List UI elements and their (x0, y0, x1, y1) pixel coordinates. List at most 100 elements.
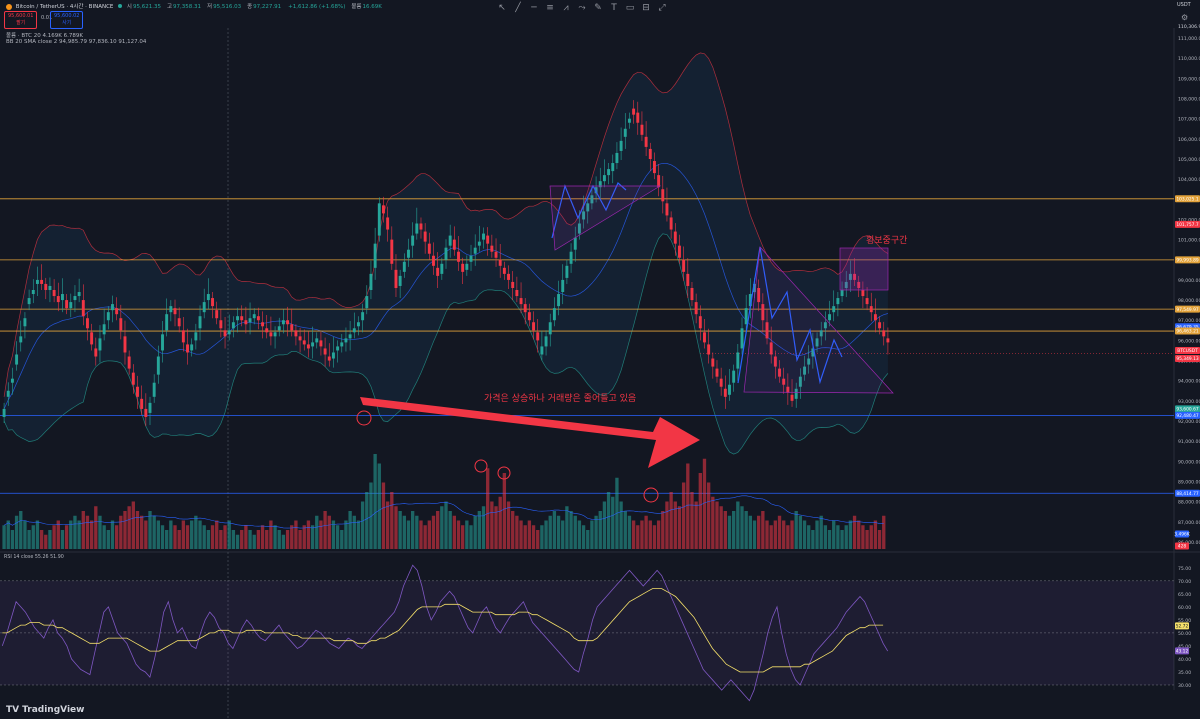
volume-bar[interactable] (548, 515, 552, 549)
volume-bar[interactable] (106, 530, 110, 549)
candle-body[interactable] (857, 281, 861, 288)
volume-bar[interactable] (748, 515, 753, 549)
volume-bar[interactable] (277, 530, 281, 549)
volume-bar[interactable] (402, 515, 406, 549)
candle-body[interactable] (682, 259, 686, 272)
candle-body[interactable] (402, 261, 406, 272)
volume-bar[interactable] (857, 520, 861, 550)
volume-bar[interactable] (344, 520, 348, 550)
volume-bar[interactable] (114, 525, 119, 549)
candle-body[interactable] (736, 352, 740, 369)
volume-bar[interactable] (260, 525, 265, 549)
candle-body[interactable] (782, 378, 786, 385)
candle-body[interactable] (365, 296, 369, 309)
volume-bar[interactable] (648, 520, 652, 550)
volume-bar[interactable] (435, 511, 440, 549)
price-axis-bg[interactable] (1174, 28, 1200, 552)
volume-bar[interactable] (765, 520, 769, 550)
candle-body[interactable] (815, 338, 819, 347)
candle-body[interactable] (769, 342, 773, 355)
volume-bar[interactable] (335, 525, 340, 549)
candle-body[interactable] (865, 298, 869, 305)
volume-bar[interactable] (502, 473, 507, 549)
volume-bar[interactable] (773, 520, 778, 550)
volume-bar[interactable] (752, 520, 757, 550)
candle-body[interactable] (586, 203, 590, 212)
candle-body[interactable] (661, 189, 665, 202)
volume-bar[interactable] (27, 530, 31, 549)
volume-bar[interactable] (256, 530, 261, 549)
volume-bar[interactable] (744, 511, 748, 549)
candle-body[interactable] (348, 334, 352, 339)
candle-body[interactable] (119, 318, 123, 331)
candle-body[interactable] (23, 318, 27, 327)
candle-body[interactable] (848, 273, 852, 280)
candle-body[interactable] (273, 332, 277, 337)
volume-bar[interactable] (423, 525, 427, 549)
candle-body[interactable] (744, 308, 748, 325)
volume-bar[interactable] (611, 496, 615, 549)
volume-bar[interactable] (35, 520, 40, 550)
candle-body[interactable] (773, 356, 777, 367)
candle-body[interactable] (486, 235, 490, 244)
volume-bar[interactable] (882, 515, 886, 549)
candle-body[interactable] (886, 338, 890, 343)
price-tag-bg[interactable] (1175, 305, 1200, 313)
volume-bar[interactable] (869, 525, 873, 549)
candle-body[interactable] (723, 388, 727, 397)
candle-body[interactable] (377, 203, 381, 236)
volume-bar[interactable] (677, 506, 682, 549)
candle-body[interactable] (690, 287, 694, 301)
candle-body[interactable] (740, 328, 744, 349)
volume-bar[interactable] (89, 520, 94, 550)
candle-body[interactable] (202, 302, 206, 313)
candle-body[interactable] (494, 251, 498, 258)
candle-body[interactable] (265, 328, 269, 333)
volume-bar[interactable] (832, 520, 836, 550)
volume-bar[interactable] (390, 492, 394, 549)
volume-bar[interactable] (698, 473, 702, 549)
candle-body[interactable] (765, 322, 769, 339)
volume-bar[interactable] (269, 520, 273, 550)
candle-body[interactable] (536, 332, 540, 341)
candle-body[interactable] (294, 330, 298, 337)
volume-highlight-circle[interactable] (356, 410, 372, 426)
volume-bar[interactable] (644, 515, 648, 549)
volume-bar[interactable] (427, 520, 431, 550)
volume-bar[interactable] (848, 520, 853, 550)
candle-body[interactable] (507, 273, 510, 280)
volume-bar[interactable] (511, 511, 515, 549)
volume-bar[interactable] (606, 492, 611, 549)
candle-body[interactable] (457, 251, 460, 262)
candle-body[interactable] (448, 235, 452, 246)
volume-bar[interactable] (494, 506, 498, 549)
candle-body[interactable] (869, 306, 873, 313)
candle-body[interactable] (698, 316, 702, 329)
trend-line-icon[interactable]: ╱ (515, 3, 521, 13)
volume-bar[interactable] (110, 520, 115, 550)
candle-body[interactable] (844, 281, 848, 288)
volume-bar[interactable] (173, 525, 177, 549)
volume-bar[interactable] (790, 520, 794, 550)
volume-bar[interactable] (656, 520, 661, 550)
candle-body[interactable] (432, 255, 435, 266)
candle-body[interactable] (573, 237, 577, 250)
candle-body[interactable] (15, 354, 19, 365)
volume-bar[interactable] (352, 515, 356, 549)
volume-bar[interactable] (565, 506, 569, 549)
candle-body[interactable] (719, 378, 723, 387)
currency-label[interactable]: USDT (1177, 2, 1191, 8)
volume-bar[interactable] (490, 501, 494, 550)
volume-bar[interactable] (769, 525, 773, 549)
candle-body[interactable] (436, 267, 440, 276)
candle-body[interactable] (482, 233, 485, 240)
volume-bar[interactable] (69, 520, 73, 550)
price-tag-bg[interactable] (1175, 220, 1200, 228)
candle-body[interactable] (306, 344, 310, 349)
volume-bar[interactable] (252, 534, 256, 549)
volume-bar[interactable] (669, 492, 673, 549)
candle-body[interactable] (277, 326, 281, 331)
long-position-icon[interactable]: ⊟ (642, 3, 650, 13)
volume-bar[interactable] (569, 511, 573, 549)
candle-body[interactable] (356, 322, 360, 327)
